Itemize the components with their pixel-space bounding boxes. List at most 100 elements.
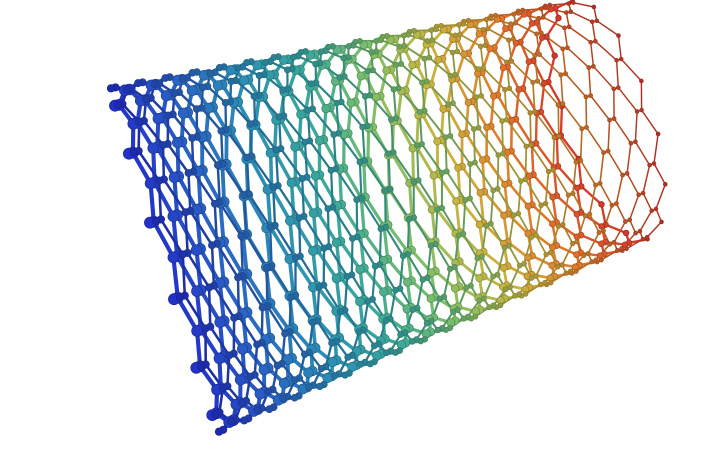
lattice-bond [327, 245, 349, 278]
lattice-bond [253, 343, 259, 377]
lattice-bond [496, 187, 515, 217]
lattice-bond [346, 101, 353, 135]
lattice-atom [227, 417, 236, 426]
lattice-atom [647, 162, 652, 168]
lattice-atom [106, 84, 116, 93]
lattice-atom [555, 15, 562, 22]
lattice-bond [579, 159, 597, 186]
lattice-bond [617, 34, 622, 60]
lattice-atom [371, 262, 379, 270]
lattice-atom [456, 22, 462, 28]
lattice-atom [205, 283, 214, 292]
lattice-atom [234, 374, 247, 386]
lattice-bond [502, 214, 510, 244]
lattice-bond [591, 21, 597, 42]
lattice-bond [434, 243, 452, 270]
lattice-atom [547, 2, 553, 8]
lattice-atom [467, 161, 474, 167]
lattice-atom [315, 283, 323, 291]
lattice-atom [255, 72, 263, 80]
lattice-atom [353, 196, 361, 204]
lattice-atom [637, 228, 643, 234]
lattice-bond [292, 217, 315, 253]
lattice-bond [232, 352, 252, 378]
lattice-bond [439, 138, 460, 170]
lattice-bond [480, 94, 503, 122]
lattice-bond [317, 173, 340, 208]
lattice-bond [600, 249, 619, 261]
lattice-atom [640, 190, 646, 196]
lattice-atom [483, 123, 491, 131]
lattice-atom [563, 71, 568, 77]
lattice-bond [467, 32, 481, 55]
lattice-bond [625, 238, 644, 250]
lattice-atom [475, 220, 484, 229]
lattice-atom [540, 14, 546, 20]
lattice-atom [633, 230, 638, 236]
lattice-atom [151, 216, 161, 225]
lattice-bond [524, 145, 528, 181]
lattice-atom [508, 116, 516, 124]
lattice-atom [327, 166, 335, 174]
lattice-bond [297, 144, 318, 178]
lattice-bond [588, 66, 592, 97]
lattice-atom [596, 230, 602, 235]
lattice-bond [496, 246, 506, 276]
lattice-bond [535, 204, 542, 237]
lattice-atom [253, 406, 262, 414]
lattice-bond [155, 145, 177, 180]
lattice-bond [142, 119, 165, 147]
lattice-atom [262, 59, 270, 66]
lattice-bond [222, 199, 245, 238]
lattice-atom [427, 268, 436, 277]
lattice-atom [308, 208, 319, 219]
lattice-atom [356, 71, 366, 81]
lattice-atom [585, 251, 591, 257]
lattice-bond [331, 206, 354, 240]
lattice-bond [529, 112, 532, 146]
lattice-bond [471, 72, 480, 103]
lattice-atom [434, 206, 441, 213]
lattice-atom [285, 215, 295, 226]
lattice-bond [451, 102, 475, 131]
lattice-atom [574, 239, 580, 245]
lattice-atom [568, 9, 574, 14]
lattice-atom [614, 58, 619, 63]
lattice-bond [161, 143, 166, 181]
lattice-atom [525, 172, 533, 180]
lattice-atom [512, 20, 519, 26]
lattice-atom [458, 130, 466, 139]
lattice-atom [573, 233, 581, 241]
lattice-bond [493, 46, 505, 69]
lattice-atom [243, 153, 251, 162]
lattice-bond [264, 302, 272, 340]
lattice-atom [188, 134, 196, 142]
lattice-bond [388, 188, 411, 221]
lattice-atom [368, 49, 375, 56]
lattice-atom [450, 308, 457, 315]
lattice-atom [340, 54, 347, 62]
lattice-bond [568, 26, 592, 44]
lattice-bond [620, 58, 643, 82]
lattice-atom [538, 30, 544, 36]
lattice-bond [496, 93, 513, 122]
lattice-bond [560, 74, 564, 105]
lattice-bond [524, 178, 542, 207]
lattice-atom [150, 80, 159, 89]
lattice-bond [343, 275, 349, 312]
lattice-bond [439, 107, 445, 142]
lattice-bond [215, 242, 240, 279]
lattice-bond [642, 164, 651, 194]
lattice-bond [507, 181, 530, 208]
lattice-atom [593, 182, 599, 188]
lattice-atom [392, 286, 399, 294]
lattice-bond [297, 112, 303, 148]
lattice-bond [130, 150, 153, 186]
lattice-bond [334, 276, 342, 312]
lattice-atom [555, 223, 562, 230]
lattice-atom [258, 303, 267, 312]
lattice-atom [142, 95, 151, 103]
lattice-atom [539, 34, 546, 41]
lattice-atom [341, 371, 349, 379]
lattice-atom [278, 55, 289, 65]
